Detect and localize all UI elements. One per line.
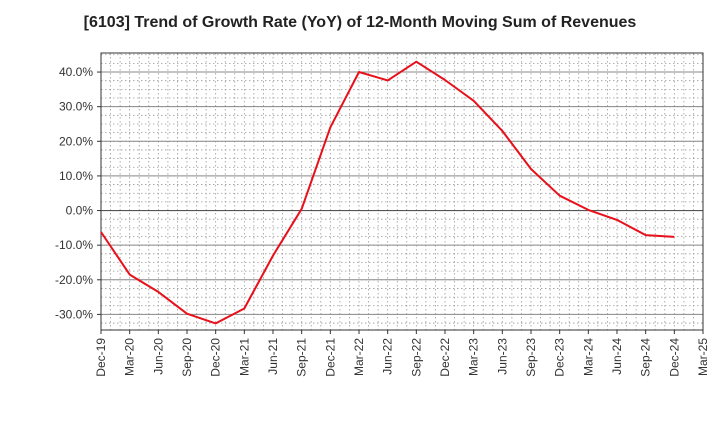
y-tick-label: 20.0% bbox=[59, 134, 93, 148]
series-lines bbox=[100, 60, 675, 325]
x-tick-label: Sep-21 bbox=[295, 338, 309, 377]
x-tick-label: Dec-22 bbox=[438, 338, 452, 377]
grid-lines bbox=[100, 53, 704, 330]
plot-frame bbox=[100, 52, 704, 331]
x-tick-label: Mar-24 bbox=[581, 338, 595, 376]
x-tick-label: Mar-21 bbox=[237, 338, 251, 376]
x-tick-label: Sep-23 bbox=[524, 338, 538, 377]
x-tick-label: Jun-22 bbox=[381, 338, 395, 375]
y-tick-label: 40.0% bbox=[59, 65, 93, 79]
x-tick-label: Dec-20 bbox=[209, 338, 223, 377]
x-tick-label: Dec-21 bbox=[323, 338, 337, 377]
x-tick-label: Mar-20 bbox=[123, 338, 137, 376]
y-tick-label: 30.0% bbox=[59, 100, 93, 114]
x-tick-label: Mar-23 bbox=[467, 338, 481, 376]
x-tick-label: Sep-22 bbox=[409, 338, 423, 377]
x-tick-label: Mar-25 bbox=[696, 338, 710, 376]
x-tick-label: Dec-24 bbox=[667, 338, 681, 377]
x-tick-label: Sep-20 bbox=[180, 338, 194, 377]
y-tick-label: -10.0% bbox=[55, 238, 93, 252]
x-tick-label: Jun-20 bbox=[151, 338, 165, 375]
y-tick-label: 0.0% bbox=[66, 204, 94, 218]
chart-title: [6103] Trend of Growth Rate (YoY) of 12-… bbox=[83, 14, 637, 31]
y-tick-label: -20.0% bbox=[55, 273, 93, 287]
x-tick-label: Jun-23 bbox=[495, 338, 509, 375]
x-tick-label: Jun-24 bbox=[610, 338, 624, 375]
x-tick-label: Dec-19 bbox=[94, 338, 108, 377]
x-tick-label: Jun-21 bbox=[266, 338, 280, 375]
x-tick-label: Sep-24 bbox=[639, 338, 653, 377]
x-tick-label: Mar-22 bbox=[352, 338, 366, 376]
y-tick-label: 10.0% bbox=[59, 169, 93, 183]
tick-labels: -30.0% -20.0% -10.0% 0.0% 10.0% 20.0% 30.0% 40.… bbox=[55, 65, 710, 377]
x-tick-label: Dec-23 bbox=[553, 338, 567, 377]
axes bbox=[97, 52, 704, 334]
series-line bbox=[100, 60, 675, 325]
y-tick-label: -30.0% bbox=[55, 307, 93, 321]
